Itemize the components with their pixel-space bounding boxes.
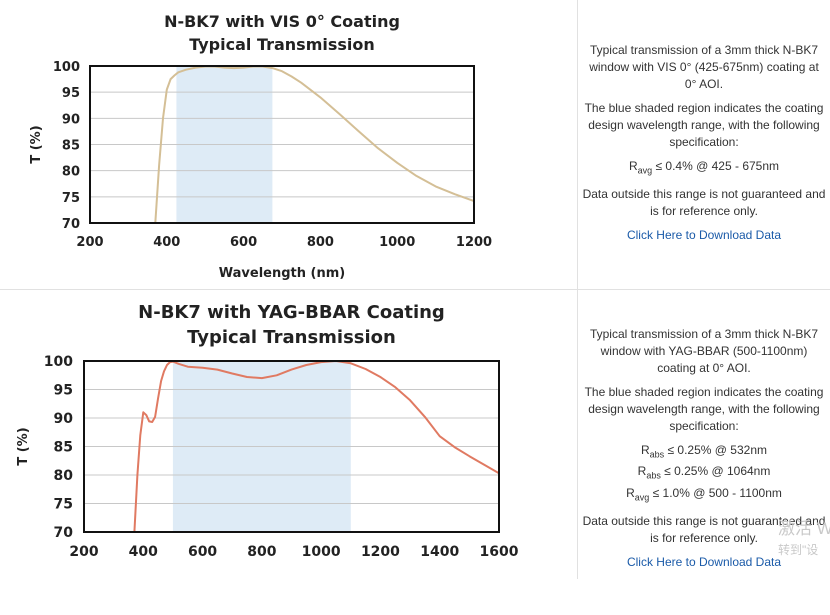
spec-line: Rabs ≤ 0.25% @ 1064nm bbox=[582, 463, 826, 484]
y-tick-label: 100 bbox=[53, 60, 80, 75]
chart-row-1: N-BK7 with VIS 0° Coating Typical Transmi… bbox=[0, 0, 830, 290]
chart-subtitle: Typical Transmission bbox=[187, 327, 396, 348]
spec-line: Ravg ≤ 1.0% @ 500 - 1100nm bbox=[582, 485, 826, 506]
x-tick-label: 200 bbox=[69, 544, 98, 560]
spec-symbol: R bbox=[626, 485, 635, 500]
y-tick-label: 75 bbox=[54, 497, 73, 513]
spec-symbol: R bbox=[637, 464, 647, 479]
spec-line: Ravg ≤ 0.4% @ 425 - 675nm bbox=[582, 158, 826, 179]
spec-list: Ravg ≤ 0.4% @ 425 - 675nm bbox=[582, 158, 826, 179]
chart-panel-2: N-BK7 with YAG-BBAR Coating Typical Trans… bbox=[0, 290, 578, 579]
info-panel-1: Typical transmission of a 3mm thick N-BK… bbox=[578, 0, 830, 331]
y-tick-label: 95 bbox=[62, 86, 80, 101]
download-data-link[interactable]: Click Here to Download Data bbox=[626, 555, 782, 570]
spec-list: Rabs ≤ 0.25% @ 532nm Rabs ≤ 0.25% @ 1064n… bbox=[582, 442, 826, 506]
spec-value: ≤ 0.25% @ 532nm bbox=[664, 443, 768, 457]
x-tick-label: 200 bbox=[76, 235, 103, 250]
spec-subscript: avg bbox=[637, 165, 653, 176]
x-tick-label: 400 bbox=[129, 544, 158, 560]
shaded-region-text: The blue shaded region indicates the coa… bbox=[584, 385, 824, 433]
x-tick-label: 800 bbox=[247, 544, 276, 560]
spec-symbol: R bbox=[628, 159, 638, 173]
y-tick-label: 75 bbox=[62, 191, 80, 206]
x-tick-label: 1000 bbox=[302, 544, 341, 560]
x-tick-label: 1000 bbox=[379, 235, 415, 250]
y-tick-label: 80 bbox=[54, 468, 74, 484]
spec-value: ≤ 0.25% @ 1064nm bbox=[660, 464, 771, 479]
x-tick-label: 800 bbox=[307, 235, 334, 250]
transmission-chart-vis: N-BK7 with VIS 0° Coating Typical Transmi… bbox=[29, 12, 492, 281]
transmission-curve bbox=[133, 360, 499, 532]
spec-subscript: avg bbox=[634, 492, 650, 503]
info-panel-2: Typical transmission of a 3mm thick N-BK… bbox=[578, 290, 830, 615]
y-tick-label: 85 bbox=[62, 139, 80, 154]
chart-description: Typical transmission of a 3mm thick N-BK… bbox=[589, 43, 819, 91]
y-axis-label: T (%) bbox=[29, 125, 44, 163]
y-tick-label: 70 bbox=[54, 525, 74, 541]
y-tick-label: 100 bbox=[44, 354, 73, 370]
spec-symbol: R bbox=[640, 443, 650, 457]
spec-value: ≤ 1.0% @ 500 - 1100nm bbox=[649, 485, 782, 500]
x-axis-label: Wavelength (nm) bbox=[219, 266, 345, 281]
chart-row-2: N-BK7 with YAG-BBAR Coating Typical Trans… bbox=[0, 290, 830, 579]
disclaimer-text: Data outside this range is not guarantee… bbox=[582, 187, 826, 219]
watermark-text: 激活 W bbox=[778, 519, 830, 538]
spec-line: Rabs ≤ 0.25% @ 532nm bbox=[582, 442, 826, 463]
x-tick-label: 1200 bbox=[456, 235, 492, 250]
disclaimer-text: Data outside this range is not guarantee… bbox=[582, 514, 826, 546]
x-tick-label: 400 bbox=[153, 235, 180, 250]
chart-panel-1: N-BK7 with VIS 0° Coating Typical Transmi… bbox=[0, 0, 578, 289]
plot-frame bbox=[83, 360, 500, 533]
x-tick-label: 1400 bbox=[420, 544, 459, 560]
spec-subscript: abs bbox=[646, 470, 661, 481]
x-tick-label: 600 bbox=[230, 235, 257, 250]
y-tick-label: 90 bbox=[54, 411, 74, 427]
y-tick-label: 80 bbox=[62, 165, 80, 180]
plot-frame bbox=[89, 65, 475, 224]
x-tick-label: 600 bbox=[188, 544, 217, 560]
chart-title: N-BK7 with YAG-BBAR Coating bbox=[138, 302, 445, 323]
y-tick-label: 90 bbox=[62, 112, 80, 127]
chart-title: N-BK7 with VIS 0° Coating bbox=[164, 12, 400, 31]
y-tick-label: 95 bbox=[54, 383, 73, 399]
spec-value: ≤ 0.4% @ 425 - 675nm bbox=[652, 159, 780, 173]
shaded-region-text: The blue shaded region indicates the coa… bbox=[584, 101, 824, 149]
y-tick-label: 70 bbox=[62, 217, 80, 232]
transmission-chart-yag: N-BK7 with YAG-BBAR Coating Typical Trans… bbox=[16, 302, 519, 560]
chart-description: Typical transmission of a 3mm thick N-BK… bbox=[589, 327, 819, 375]
x-tick-label: 1200 bbox=[361, 544, 400, 560]
download-data-link[interactable]: Click Here to Download Data bbox=[626, 228, 782, 243]
y-tick-label: 85 bbox=[54, 440, 73, 456]
y-axis-label: T (%) bbox=[16, 427, 31, 465]
chart-subtitle: Typical Transmission bbox=[189, 35, 375, 54]
x-tick-label: 1600 bbox=[480, 544, 519, 560]
spec-subscript: abs bbox=[649, 449, 665, 460]
watermark-subtext: 转到"设 bbox=[778, 543, 819, 557]
